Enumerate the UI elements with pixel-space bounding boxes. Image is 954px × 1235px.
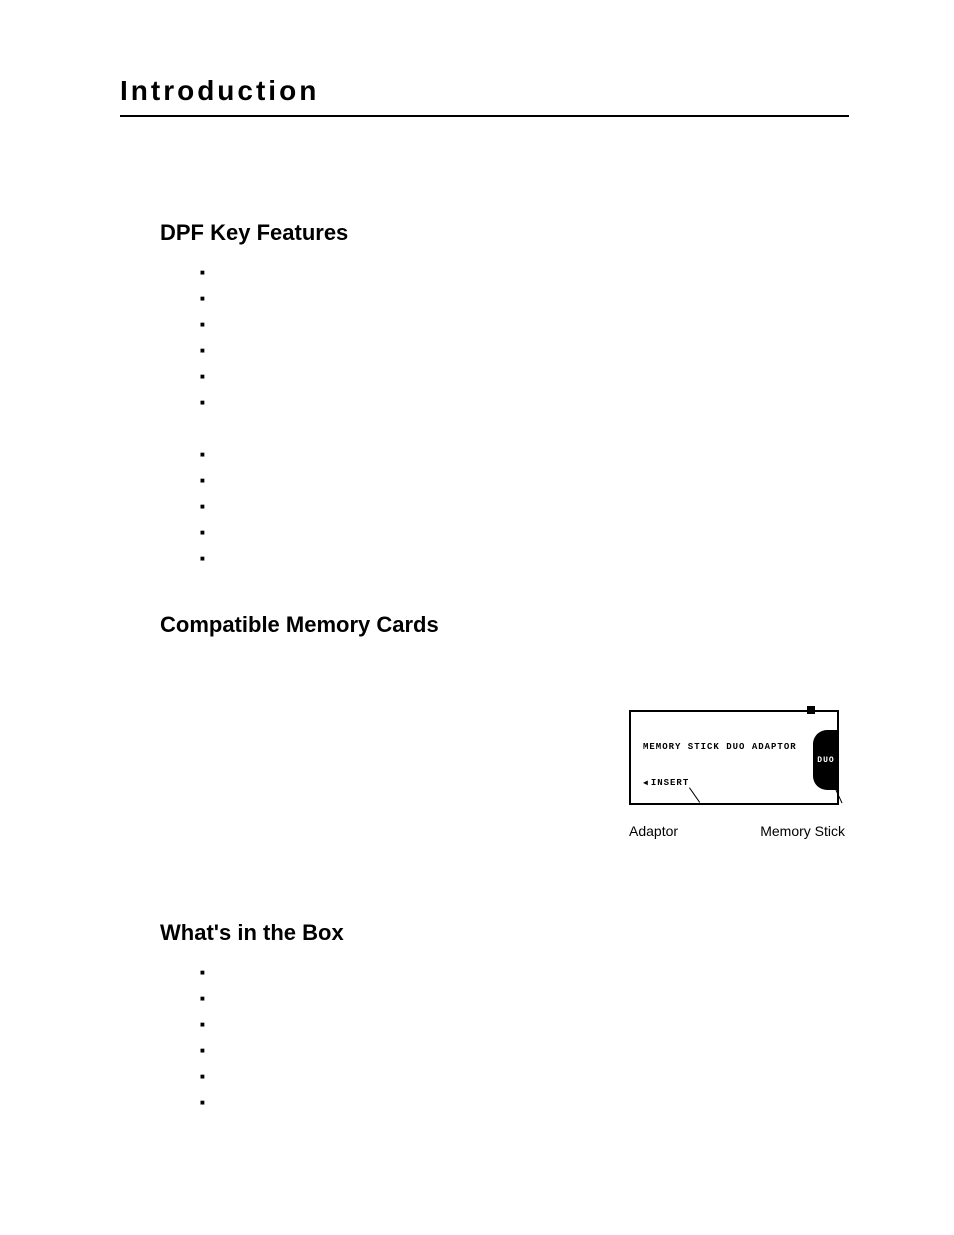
- box-list: [200, 960, 849, 1116]
- list-item: [200, 520, 849, 546]
- list-item: [200, 364, 849, 390]
- page-content: DPF Key Features Compatible Memory Cards…: [160, 220, 849, 1156]
- page-header: Introduction: [120, 75, 849, 117]
- list-item: [200, 546, 849, 572]
- list-item: [200, 312, 849, 338]
- list-item: [200, 1064, 849, 1090]
- list-item: [200, 468, 849, 494]
- adaptor-body-label: MEMORY STICK DUO ADAPTOR: [643, 742, 797, 752]
- features-list: [200, 260, 849, 572]
- figure-label-memory-stick: Memory Stick: [760, 823, 845, 839]
- list-item: [200, 260, 849, 286]
- cards-heading: Compatible Memory Cards: [160, 612, 849, 638]
- section-features: DPF Key Features: [160, 220, 849, 572]
- list-item: [200, 494, 849, 520]
- page-title: Introduction: [120, 75, 849, 107]
- list-item: [200, 390, 849, 416]
- list-item: [200, 338, 849, 364]
- list-item: [200, 1012, 849, 1038]
- list-item: [200, 286, 849, 312]
- adaptor-figure: MEMORY STICK DUO ADAPTOR INSERT DUO Adap…: [629, 710, 849, 839]
- adaptor-duo-tab: DUO: [813, 730, 839, 790]
- list-item: [200, 986, 849, 1012]
- figure-label-adaptor: Adaptor: [629, 823, 678, 839]
- list-item: [200, 1090, 849, 1116]
- box-heading: What's in the Box: [160, 920, 849, 946]
- memory-stick-adaptor-diagram: MEMORY STICK DUO ADAPTOR INSERT DUO: [629, 710, 839, 805]
- figure-labels-row: Adaptor Memory Stick: [629, 823, 849, 839]
- adaptor-top-tab: [807, 706, 815, 714]
- list-item: [200, 1038, 849, 1064]
- adaptor-insert-label: INSERT: [643, 778, 689, 788]
- features-heading: DPF Key Features: [160, 220, 849, 246]
- list-spacer: [200, 416, 849, 442]
- section-cards: Compatible Memory Cards MEMORY STICK DUO…: [160, 612, 849, 638]
- list-item: [200, 960, 849, 986]
- callout-line-icon: [689, 778, 714, 803]
- section-box: What's in the Box: [160, 920, 849, 1116]
- list-item: [200, 442, 849, 468]
